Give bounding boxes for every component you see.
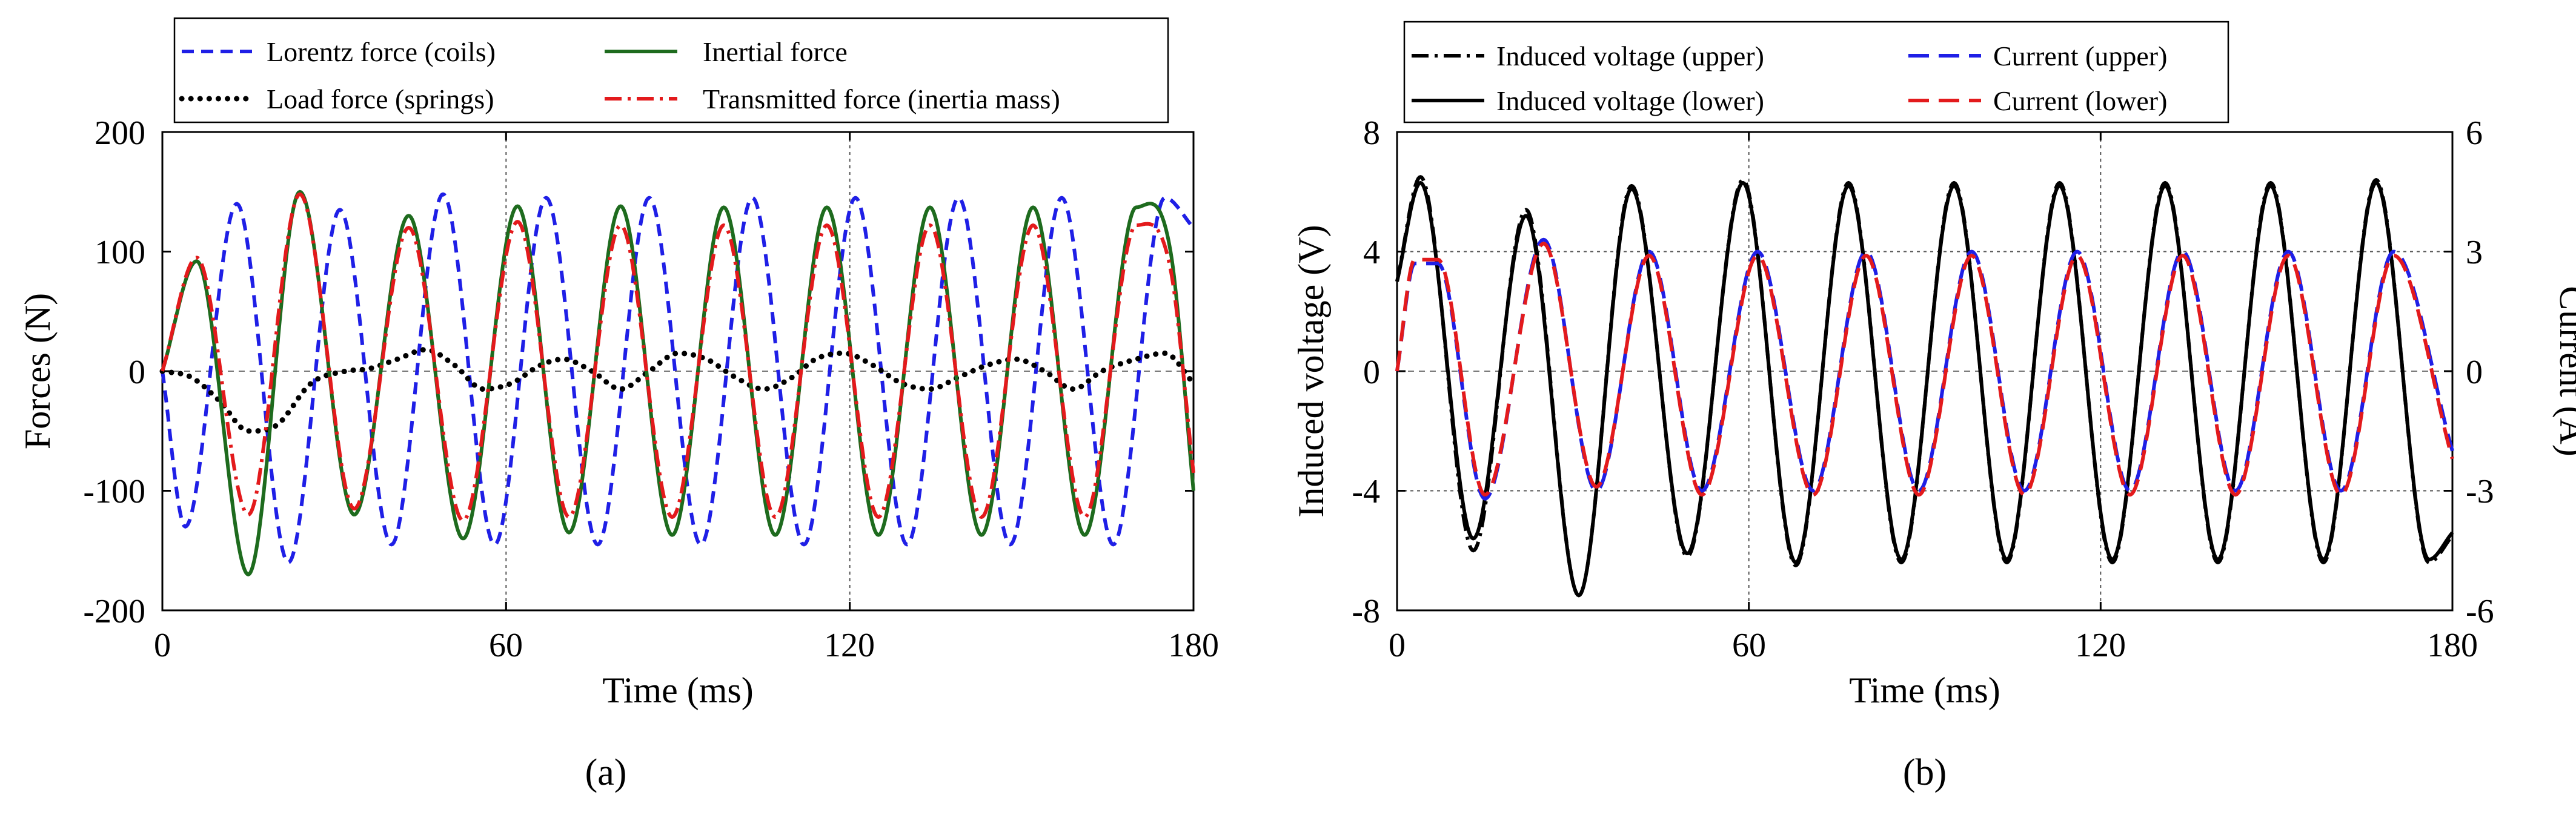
ytick-label: 100 [95, 234, 145, 271]
legend-b: Induced voltage (upper) Current (upper) … [1403, 21, 2229, 124]
legend-label-inertial: Inertial force [703, 36, 848, 67]
ytick-label: 0 [1363, 354, 1380, 391]
ytick-label: -200 [83, 593, 145, 630]
panel-a: 200 100 0 -100 -200 0 60 120 180 Time (m… [18, 17, 1219, 793]
series-b [1395, 175, 2454, 598]
legend-box-b [1403, 21, 2229, 124]
series-a [159, 190, 1197, 576]
xtick-label: 0 [1389, 627, 1406, 664]
ytick-label: -4 [1352, 473, 1380, 510]
y-axis-right-label-b: Current (A) [2552, 286, 2576, 457]
series-line-transmitted-force-inertia-mass [161, 192, 1195, 523]
ticks-b [1396, 131, 2454, 612]
ytick-right-label: -3 [2466, 473, 2494, 510]
legend-label-lorentz: Lorentz force (coils) [267, 36, 496, 67]
ytick-label: 8 [1363, 114, 1380, 152]
series-line-lorentz-force-coils [161, 192, 1195, 564]
y-axis-label-a: Forces (N) [18, 293, 58, 449]
xtick-label: 60 [1732, 627, 1766, 664]
xtick-label: 120 [2075, 627, 2126, 664]
ytick-label: -100 [83, 473, 145, 510]
xtick-label: 60 [489, 627, 523, 664]
legend-label-voltage-upper: Induced voltage (upper) [1496, 41, 1764, 71]
panel-b: 8 4 0 -4 -8 6 3 0 -3 -6 0 60 120 180 Tim… [1291, 21, 2576, 793]
series-line-induced-voltage-lower [1395, 180, 2454, 598]
ytick-right-label: 3 [2466, 234, 2483, 271]
series-line-current-lower [1395, 242, 2454, 497]
xtick-label: 180 [2427, 627, 2478, 664]
legend-a: Lorentz force (coils) Inertial force Loa… [173, 17, 1169, 124]
panel-label-b: (b) [1903, 752, 1947, 793]
series-line-load-force-springs [159, 347, 1197, 434]
ytick-label: 200 [95, 114, 145, 152]
xtick-label: 0 [154, 627, 171, 664]
legend-label-transmitted: Transmitted force (inertia mass) [703, 84, 1060, 114]
ytick-label: 0 [128, 354, 145, 391]
ytick-right-label: 0 [2466, 354, 2483, 391]
x-axis-label-b: Time (ms) [1849, 670, 2000, 710]
ytick-right-label: -6 [2466, 593, 2494, 630]
ytick-right-label: 6 [2466, 114, 2483, 152]
x-axis-label-a: Time (ms) [602, 670, 754, 710]
xtick-label: 180 [1168, 627, 1219, 664]
legend-label-current-upper: Current (upper) [1993, 41, 2167, 71]
legend-label-voltage-lower: Induced voltage (lower) [1496, 85, 1764, 116]
legend-label-current-lower: Current (lower) [1993, 85, 2167, 116]
grid-b [1397, 132, 2452, 610]
legend-box-a [173, 17, 1169, 124]
ytick-label: -8 [1352, 593, 1380, 630]
legend-label-load: Load force (springs) [267, 84, 494, 114]
grid-a [162, 132, 1193, 610]
ytick-label: 4 [1363, 234, 1380, 271]
y-axis-label-b: Induced voltage (V) [1291, 225, 1331, 517]
panel-label-a: (a) [585, 752, 627, 793]
xtick-label: 120 [824, 627, 875, 664]
